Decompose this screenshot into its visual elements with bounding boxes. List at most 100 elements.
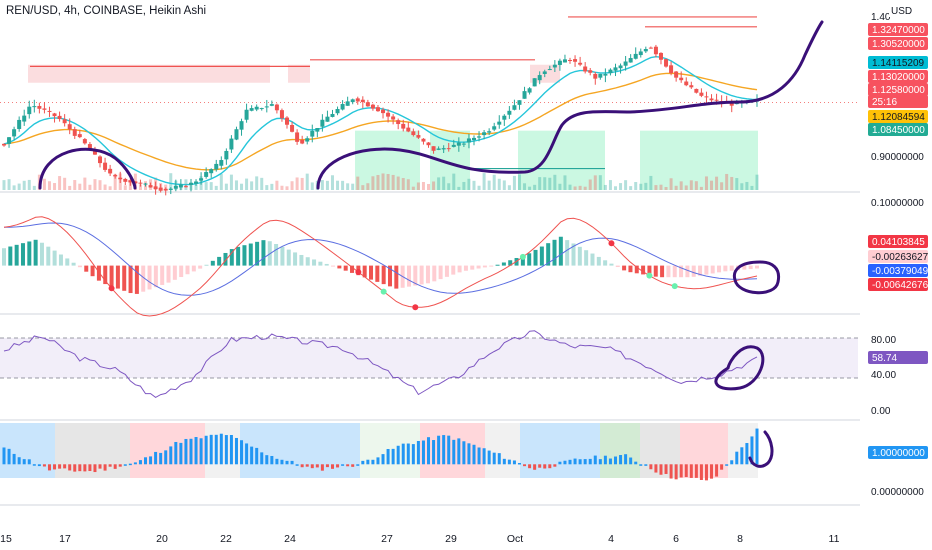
volume-bar (88, 184, 92, 190)
candle (714, 99, 719, 101)
price-label-bg (868, 56, 928, 69)
volume-bar (341, 180, 345, 190)
macd-histogram-bar (77, 265, 82, 268)
volume-bar (421, 181, 425, 190)
candle (67, 124, 72, 130)
oscillator-bar (639, 464, 643, 466)
currency-label[interactable]: USD (889, 6, 915, 17)
candle (148, 185, 153, 188)
macd-histogram-bar (33, 239, 38, 266)
macd-histogram-bar (299, 254, 304, 266)
oscillator-bar (366, 459, 370, 465)
oscillator-bar (103, 464, 107, 471)
candle (588, 70, 593, 73)
macd-histogram-bar (679, 265, 684, 278)
candle (522, 91, 527, 99)
volume-bar (138, 184, 142, 190)
volume-bar (568, 184, 572, 190)
osc-tick: 0.00000000 (871, 487, 924, 498)
oscillator-bar (750, 436, 754, 465)
oscillator-bar (234, 437, 238, 465)
macd-label-bg (868, 264, 928, 277)
volume-bar (689, 180, 693, 190)
rsi-pane[interactable] (0, 330, 858, 398)
oscillator-bar (649, 464, 653, 470)
price-pane[interactable]: 1.144M (0, 16, 904, 196)
volume-bar (649, 175, 653, 190)
oscillator-bar (644, 464, 648, 466)
oscillator-bar (58, 464, 62, 469)
macd-histogram-bar (425, 265, 430, 284)
price-label: 1.30520000 (872, 39, 925, 50)
volume-bar (477, 185, 481, 190)
macd-histogram-bar (274, 244, 279, 266)
rsi-band (0, 338, 858, 378)
oscillator-bar (184, 438, 188, 465)
macd-histogram-bar (2, 248, 6, 266)
oscillator-bar (98, 464, 102, 469)
oscillator-bar (78, 464, 82, 472)
candle (57, 115, 62, 120)
oscillator-bar (629, 457, 633, 465)
volume-bar (573, 186, 577, 190)
volume-bar (482, 173, 486, 190)
hand-drawn-annotation (38, 147, 137, 190)
candle (108, 168, 113, 174)
oscillator-bar (260, 452, 264, 465)
oscillator-zone (680, 423, 728, 478)
volume-bar (624, 180, 628, 190)
macd-histogram-bar (723, 265, 728, 272)
oscillator-bar (654, 464, 658, 473)
volume-bar (209, 182, 213, 190)
price-axis[interactable]: 1.40 0.90000000 1.32470000 1.30520000 1.1411… (860, 0, 932, 525)
volume-bar (548, 177, 552, 190)
volume-bar (27, 179, 31, 190)
volume-bar (53, 183, 57, 190)
oscillator-bar (194, 437, 198, 465)
macd-histogram-bar (419, 265, 424, 285)
oscillator-zone (520, 423, 600, 478)
candle (295, 132, 300, 142)
time-label: 15 (0, 533, 12, 545)
macd-label-bg (868, 278, 928, 291)
volume-bar (12, 185, 16, 190)
macd-histogram-bar (122, 265, 127, 291)
candle (426, 142, 431, 146)
annotations (38, 20, 824, 468)
volume-bar (715, 176, 719, 190)
candle (234, 129, 239, 140)
candle (163, 188, 168, 191)
macd-label: 0.04103845 (872, 237, 925, 248)
volume-bar (386, 174, 390, 190)
time-axis[interactable]: 15 17 20 22 24 27 29 Oct 4 6 8 11 (0, 533, 839, 545)
macd-histogram-bar (527, 253, 532, 266)
candle (552, 64, 557, 68)
candle (315, 128, 320, 132)
price-label: 1.08450000 (872, 125, 925, 136)
oscillator-zone (600, 423, 640, 478)
macd-histogram-bar (647, 265, 652, 276)
volume-bar (351, 183, 355, 190)
volume-bar (224, 183, 228, 190)
macd-histogram-bar (742, 265, 747, 270)
volume-bar (123, 185, 127, 190)
oscillator-bar (477, 447, 481, 465)
candle (562, 59, 567, 63)
macd-histogram-bar (704, 265, 709, 275)
candle (274, 104, 279, 111)
oscillator-pane[interactable] (0, 423, 759, 481)
macd-histogram-bar (65, 258, 70, 266)
volume-bar (255, 176, 259, 190)
oscillator-bar (351, 464, 355, 467)
volume-bar (169, 173, 173, 190)
macd-label: -0.00379049 (872, 266, 929, 277)
macd-pane[interactable] (2, 216, 759, 317)
candle (17, 119, 22, 129)
macd-histogram-bar (318, 261, 323, 266)
oscillator-bar (462, 441, 466, 465)
oscillator-bar (275, 458, 279, 465)
volume-bar (472, 180, 476, 190)
volume-bar (295, 177, 299, 190)
volume-bar (219, 174, 223, 190)
